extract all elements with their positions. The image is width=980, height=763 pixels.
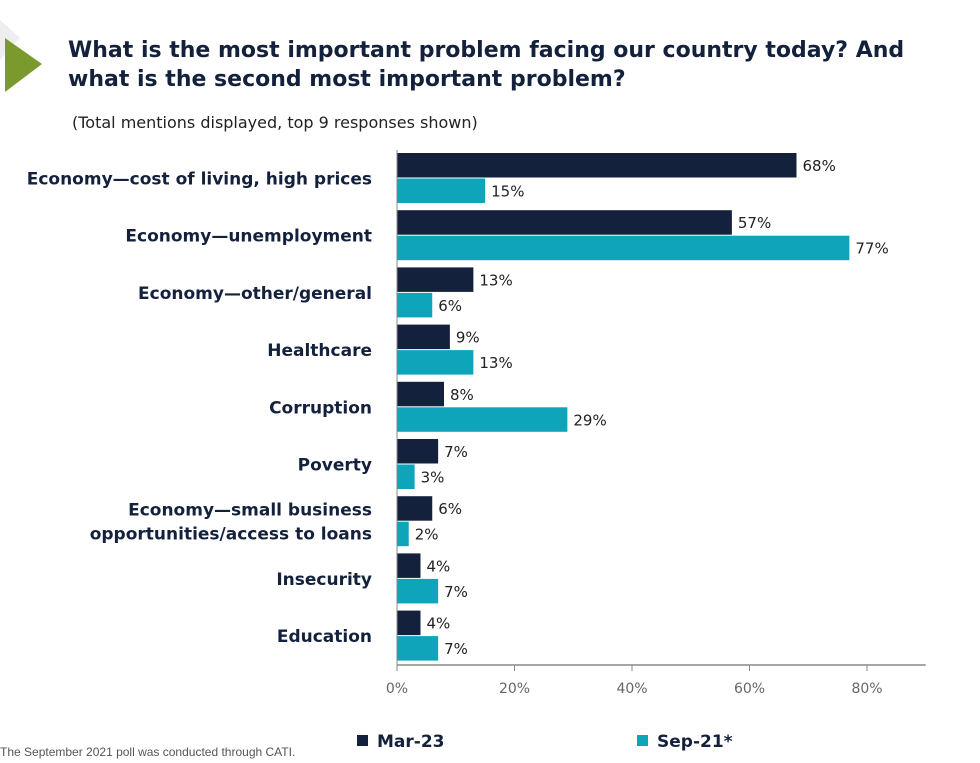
category-label: opportunities/access to loans [90,525,372,545]
bar-mar23 [397,210,732,235]
x-tick-label: 80% [851,681,882,697]
legend-swatch [357,735,368,746]
bar-mar23 [397,324,450,350]
category-label: Economy—other/general [138,284,372,304]
data-label: 57% [738,214,771,232]
data-label: 29% [573,411,606,429]
data-label: 68% [803,157,836,175]
legend-swatch [637,735,648,746]
x-tick-label: 0% [386,681,408,697]
data-label: 4% [427,557,451,575]
legend-label: Mar-23 [377,732,445,752]
bar-sep21 [397,178,486,203]
category-label: Poverty [298,456,372,476]
category-label: Economy—cost of living, high prices [27,170,372,190]
data-label: 7% [444,583,468,601]
category-label: Insecurity [276,570,372,590]
data-label: 6% [438,297,462,315]
category-label: Economy—unemployment [125,227,372,247]
bar-sep21 [397,521,409,547]
data-label: 77% [855,240,888,258]
bar-sep21 [397,350,474,375]
data-label: 13% [479,271,512,289]
bar-mar23 [397,381,444,407]
bar-mar23 [397,496,433,521]
bar-sep21 [397,292,433,318]
bar-sep21 [397,636,439,661]
category-label: Corruption [269,398,372,418]
x-tick-label: 40% [616,681,647,697]
footnote: The September 2021 poll was conducted th… [0,745,296,759]
data-label: 2% [415,526,439,544]
legend-label: Sep-21* [657,732,733,752]
category-label: Healthcare [267,341,372,361]
data-label: 7% [444,640,468,658]
bar-sep21 [397,464,415,489]
chart-title: What is the most important problem facin… [68,38,905,92]
data-label: 9% [456,329,480,347]
data-label: 4% [427,615,451,633]
bar-mar23 [397,610,421,636]
x-tick-label: 60% [734,681,765,697]
category-label: Education [277,627,372,647]
logo-triangle [5,38,42,92]
data-label: 13% [479,354,512,372]
bar-sep21 [397,578,439,604]
bar-mar23 [397,153,797,178]
data-label: 15% [491,183,524,201]
data-label: 6% [438,500,462,518]
category-label: Economy—small business [128,501,372,521]
bar-sep21 [397,235,850,261]
bar-mar23 [397,439,439,464]
bar-mar23 [397,553,421,578]
data-label: 8% [450,386,474,404]
data-label: 7% [444,443,468,461]
bar-mar23 [397,267,474,292]
data-label: 3% [421,469,445,487]
x-tick-label: 20% [499,681,530,697]
bar-sep21 [397,407,568,432]
chart-subtitle: (Total mentions displayed, top 9 respons… [72,113,478,132]
